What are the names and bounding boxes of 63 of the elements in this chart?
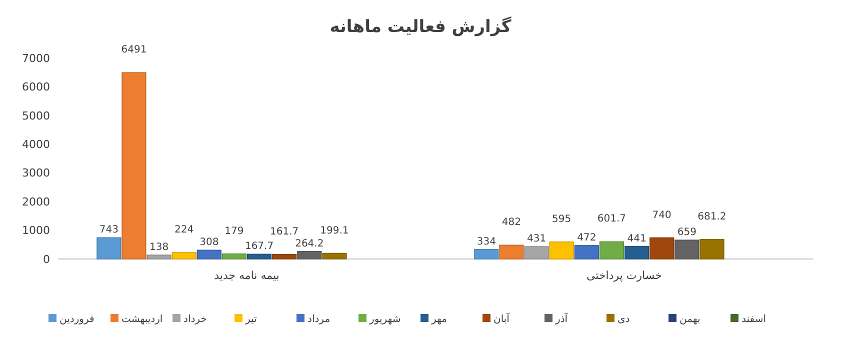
legend-label: فروردین (60, 314, 95, 325)
y-tick-label: 2000 (22, 195, 50, 208)
x-tick-label: بیمه نامه جدید (214, 269, 280, 282)
bar (499, 244, 524, 260)
data-label: 743 (99, 224, 118, 236)
bar (222, 253, 247, 260)
y-tick-label: 6000 (22, 80, 50, 94)
data-label: 224 (174, 224, 194, 236)
bar (474, 249, 499, 260)
legend-label: مهر (430, 314, 447, 325)
data-label: 472 (577, 232, 596, 244)
y-tick-label: 3000 (22, 166, 50, 180)
bar (122, 72, 146, 260)
legend-label: خرداد (184, 314, 207, 325)
data-label: 740 (652, 210, 672, 221)
bar (674, 240, 700, 260)
data-label: 138 (149, 242, 169, 254)
legend-label: مرداد (308, 314, 330, 325)
y-tick-label: 7000 (22, 52, 50, 65)
bar (549, 242, 574, 260)
data-label: 6491 (121, 44, 147, 56)
data-label: 431 (526, 234, 546, 245)
chart-title: گزارش فعالیت ماهانه (330, 16, 512, 37)
bar (196, 250, 222, 260)
legend-label: اسفند (742, 314, 766, 325)
data-label: 482 (502, 217, 522, 228)
data-label: 681.2 (698, 211, 726, 222)
legend-label: آذر (554, 312, 569, 325)
bar (146, 254, 172, 260)
legend-label: شهریور (368, 314, 401, 325)
bar (246, 254, 272, 260)
y-tick-label: 1000 (22, 224, 50, 238)
bar (96, 237, 122, 260)
bar (322, 252, 347, 260)
data-label: 441 (627, 233, 646, 244)
data-label: 179 (224, 226, 244, 237)
y-tick-label: 4000 (22, 138, 50, 151)
y-tick-label: 5000 (22, 109, 50, 122)
bar (272, 254, 297, 260)
bar (599, 241, 624, 260)
data-label: 167.7 (244, 241, 274, 252)
legend-label: آبان (494, 312, 511, 325)
bar (297, 251, 322, 260)
data-label: 334 (476, 236, 496, 248)
legend-label: تیر (244, 314, 258, 325)
data-label: 161.7 (270, 226, 299, 238)
legend-label: اردیبهشت (122, 314, 163, 325)
legend-label: بهمن (680, 314, 700, 325)
data-label: 595 (552, 214, 572, 225)
data-label: 659 (677, 227, 696, 238)
y-tick-label: 0 (43, 252, 50, 266)
bar (574, 245, 599, 260)
bar (700, 239, 724, 260)
bar (172, 252, 196, 260)
data-label: 601.7 (597, 214, 626, 225)
data-label: 264.2 (295, 238, 324, 250)
bar (624, 246, 650, 260)
bar (650, 237, 674, 260)
x-tick-label: خسارت پرداختی (586, 269, 662, 282)
data-label: 308 (200, 237, 219, 248)
data-label: 199.1 (320, 225, 349, 236)
bar (524, 246, 549, 260)
legend-label: دی (618, 314, 630, 325)
